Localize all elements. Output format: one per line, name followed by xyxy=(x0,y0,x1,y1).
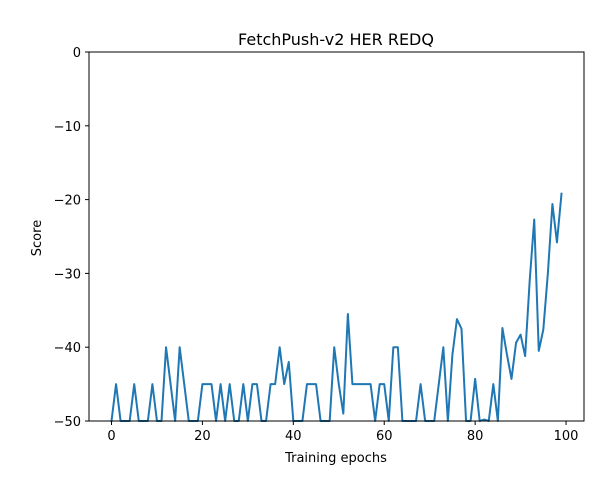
x-tick-label-40: 40 xyxy=(285,429,302,444)
x-tick-label-80: 80 xyxy=(467,429,484,444)
x-axis-label: Training epochs xyxy=(284,451,387,466)
x-tick-label-60: 60 xyxy=(376,429,393,444)
y-tick-label--20: −20 xyxy=(54,194,81,209)
y-tick-label-0: 0 xyxy=(73,46,81,61)
y-tick-label--10: −10 xyxy=(54,120,81,135)
x-tick-label-100: 100 xyxy=(554,429,579,444)
axes-frame xyxy=(88,51,585,422)
y-axis-label: Score xyxy=(30,220,45,256)
y-tick-label--50: −50 xyxy=(54,415,81,430)
chart-title: FetchPush-v2 HER REDQ xyxy=(238,30,434,49)
series-line-0 xyxy=(110,192,563,423)
x-tick-label-0: 0 xyxy=(107,429,115,444)
plot-area: 0 20 40 60 80 100 −50 −40 −30 −20 −10 0 xyxy=(54,46,585,444)
x-tick-label-20: 20 xyxy=(194,429,211,444)
y-tick-label--40: −40 xyxy=(54,341,81,356)
y-tick-label--30: −30 xyxy=(54,267,81,282)
